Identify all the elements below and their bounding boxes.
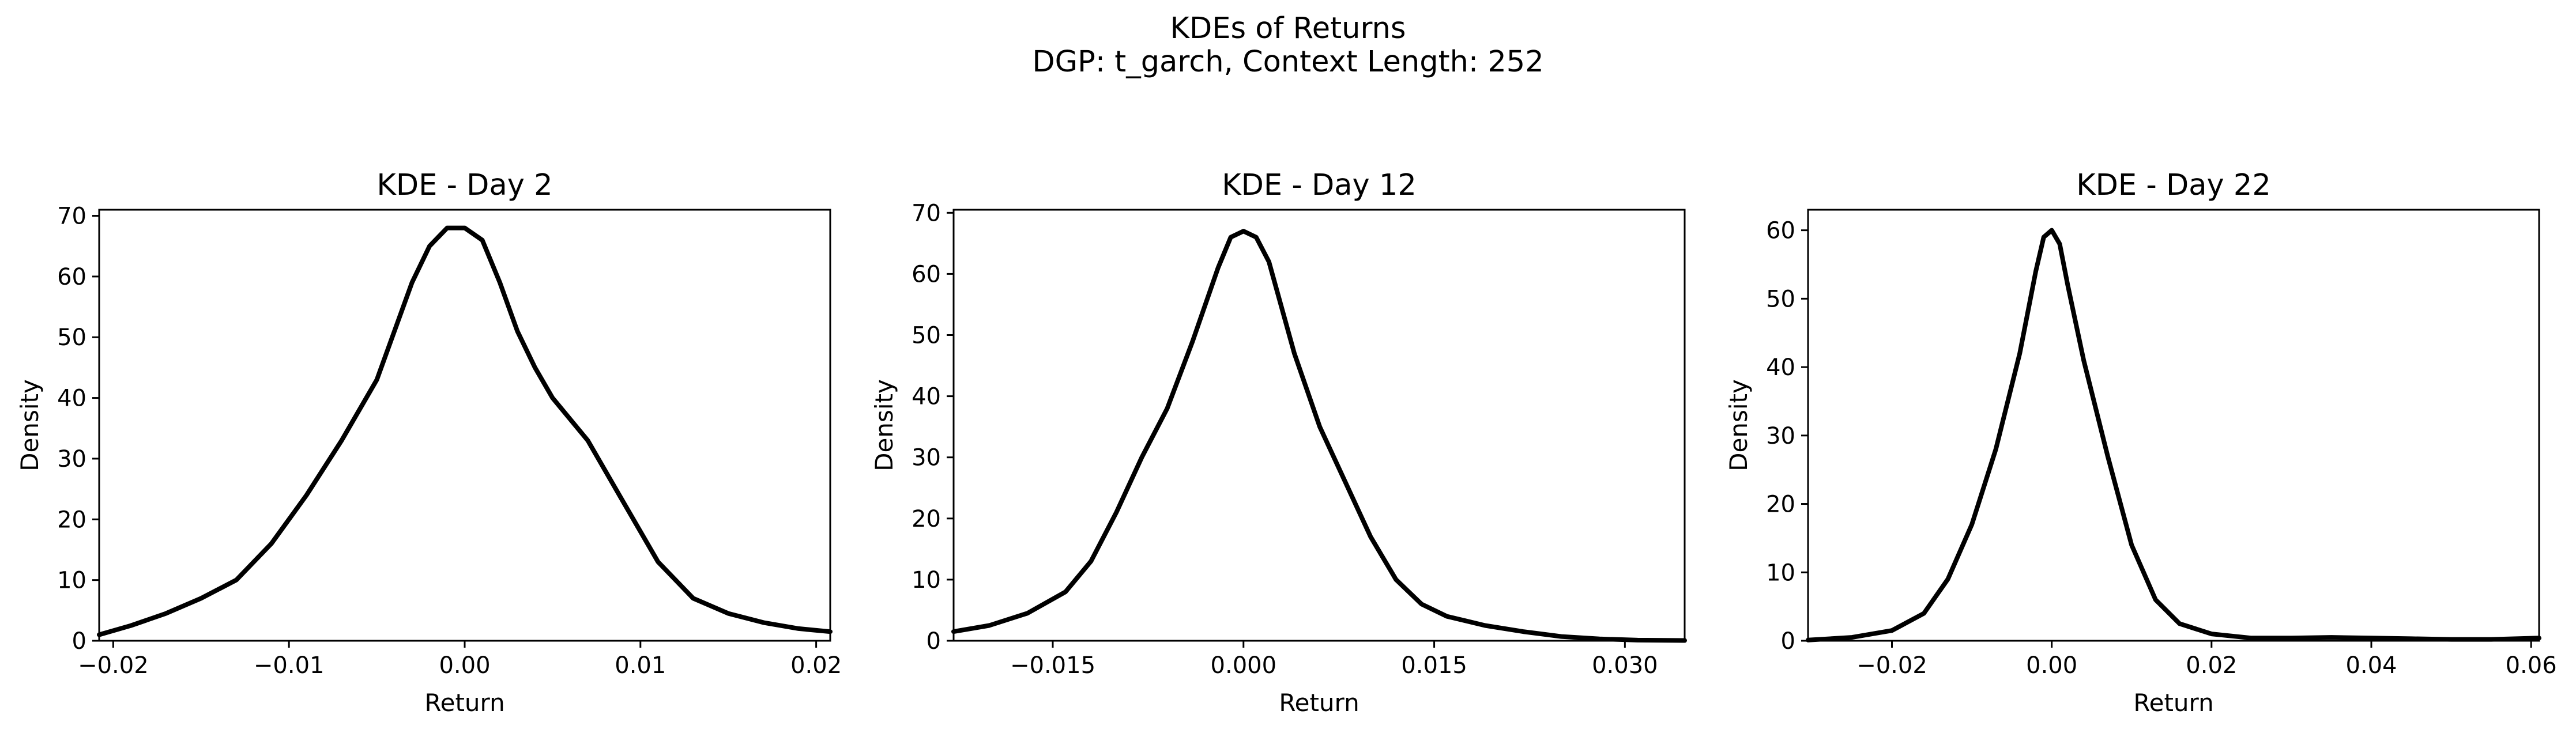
y-tick-label: 0	[72, 628, 86, 655]
y-tick-label: 10	[57, 568, 86, 594]
x-tick-label: 0.015	[1401, 652, 1467, 679]
y-tick-label: 30	[1766, 423, 1795, 449]
kde-panel-1: KDE - Day 2 −0.02 −0.01 0.00 0.01 0.02 0 10 20 30…	[16, 168, 842, 717]
figure-title-line1: KDEs of Returns	[1170, 12, 1406, 46]
x-tick-label: 0.00	[2026, 652, 2077, 679]
y-tick-label: 20	[1766, 492, 1795, 518]
y-axis-label: Density	[870, 379, 898, 471]
x-tick-label: 0.06	[2506, 652, 2557, 679]
kde-panel-2: KDE - Day 12 −0.015 0.000 0.015 0.030 0 10 20 30…	[870, 168, 1687, 717]
y-tick-label: 60	[57, 264, 86, 290]
x-tick-label: 0.02	[790, 652, 842, 679]
y-tick-label: 40	[1766, 354, 1795, 381]
x-tick-label: −0.02	[78, 652, 149, 679]
kde-curve	[97, 225, 833, 637]
y-tick-label: 70	[912, 200, 941, 226]
x-tick-label: 0.02	[2186, 652, 2237, 679]
x-tick-label: −0.01	[254, 652, 325, 679]
y-axis-label: Density	[16, 379, 44, 471]
panel-title: KDE - Day 12	[1222, 168, 1417, 202]
y-tick-label: 60	[912, 261, 941, 288]
y-tick-label: 30	[57, 446, 86, 473]
kde-panel-3: KDE - Day 22 −0.02 0.00 0.02 0.04 0.06 0 10 20 30…	[1724, 168, 2557, 717]
x-tick-label: 0.030	[1592, 652, 1658, 679]
panel-title: KDE - Day 2	[376, 168, 552, 202]
y-tick-label: 0	[1781, 628, 1795, 655]
y-axis-label: Density	[1724, 379, 1753, 471]
y-tick-label: 50	[1766, 286, 1795, 312]
kde-curve	[1806, 228, 2541, 642]
y-tick-label: 10	[912, 567, 941, 594]
x-tick-label: 0.04	[2345, 652, 2397, 679]
y-tick-label: 70	[57, 203, 86, 230]
kde-curve	[951, 229, 1687, 643]
y-tick-label: 40	[57, 385, 86, 412]
x-tick-label: 0.000	[1211, 652, 1277, 679]
kde-panels: KDE - Day 2 −0.02 −0.01 0.00 0.01 0.02 0 10 20 30…	[16, 168, 2557, 717]
y-tick-label: 0	[927, 628, 941, 655]
x-axis-label: Return	[424, 689, 504, 717]
x-tick-label: −0.015	[1010, 652, 1095, 679]
y-tick-label: 10	[1766, 560, 1795, 586]
plot-frame	[98, 209, 831, 642]
y-tick-label: 30	[912, 445, 941, 471]
y-tick-label: 60	[1766, 218, 1795, 244]
plot-frame	[1807, 209, 2540, 642]
plot-frame	[952, 209, 1686, 642]
y-tick-label: 20	[57, 507, 86, 533]
x-axis-label: Return	[2133, 689, 2213, 717]
figure-title-line2: DGP: t_garch, Context Length: 252	[1032, 45, 1543, 79]
panel-title: KDE - Day 22	[2076, 168, 2271, 202]
y-tick-label: 50	[912, 323, 941, 349]
x-tick-label: 0.01	[615, 652, 666, 679]
y-tick-label: 20	[912, 506, 941, 532]
y-tick-label: 40	[912, 384, 941, 410]
y-tick-label: 50	[57, 324, 86, 351]
x-tick-label: 0.00	[439, 652, 490, 679]
x-tick-label: −0.02	[1856, 652, 1927, 679]
x-axis-label: Return	[1279, 689, 1359, 717]
